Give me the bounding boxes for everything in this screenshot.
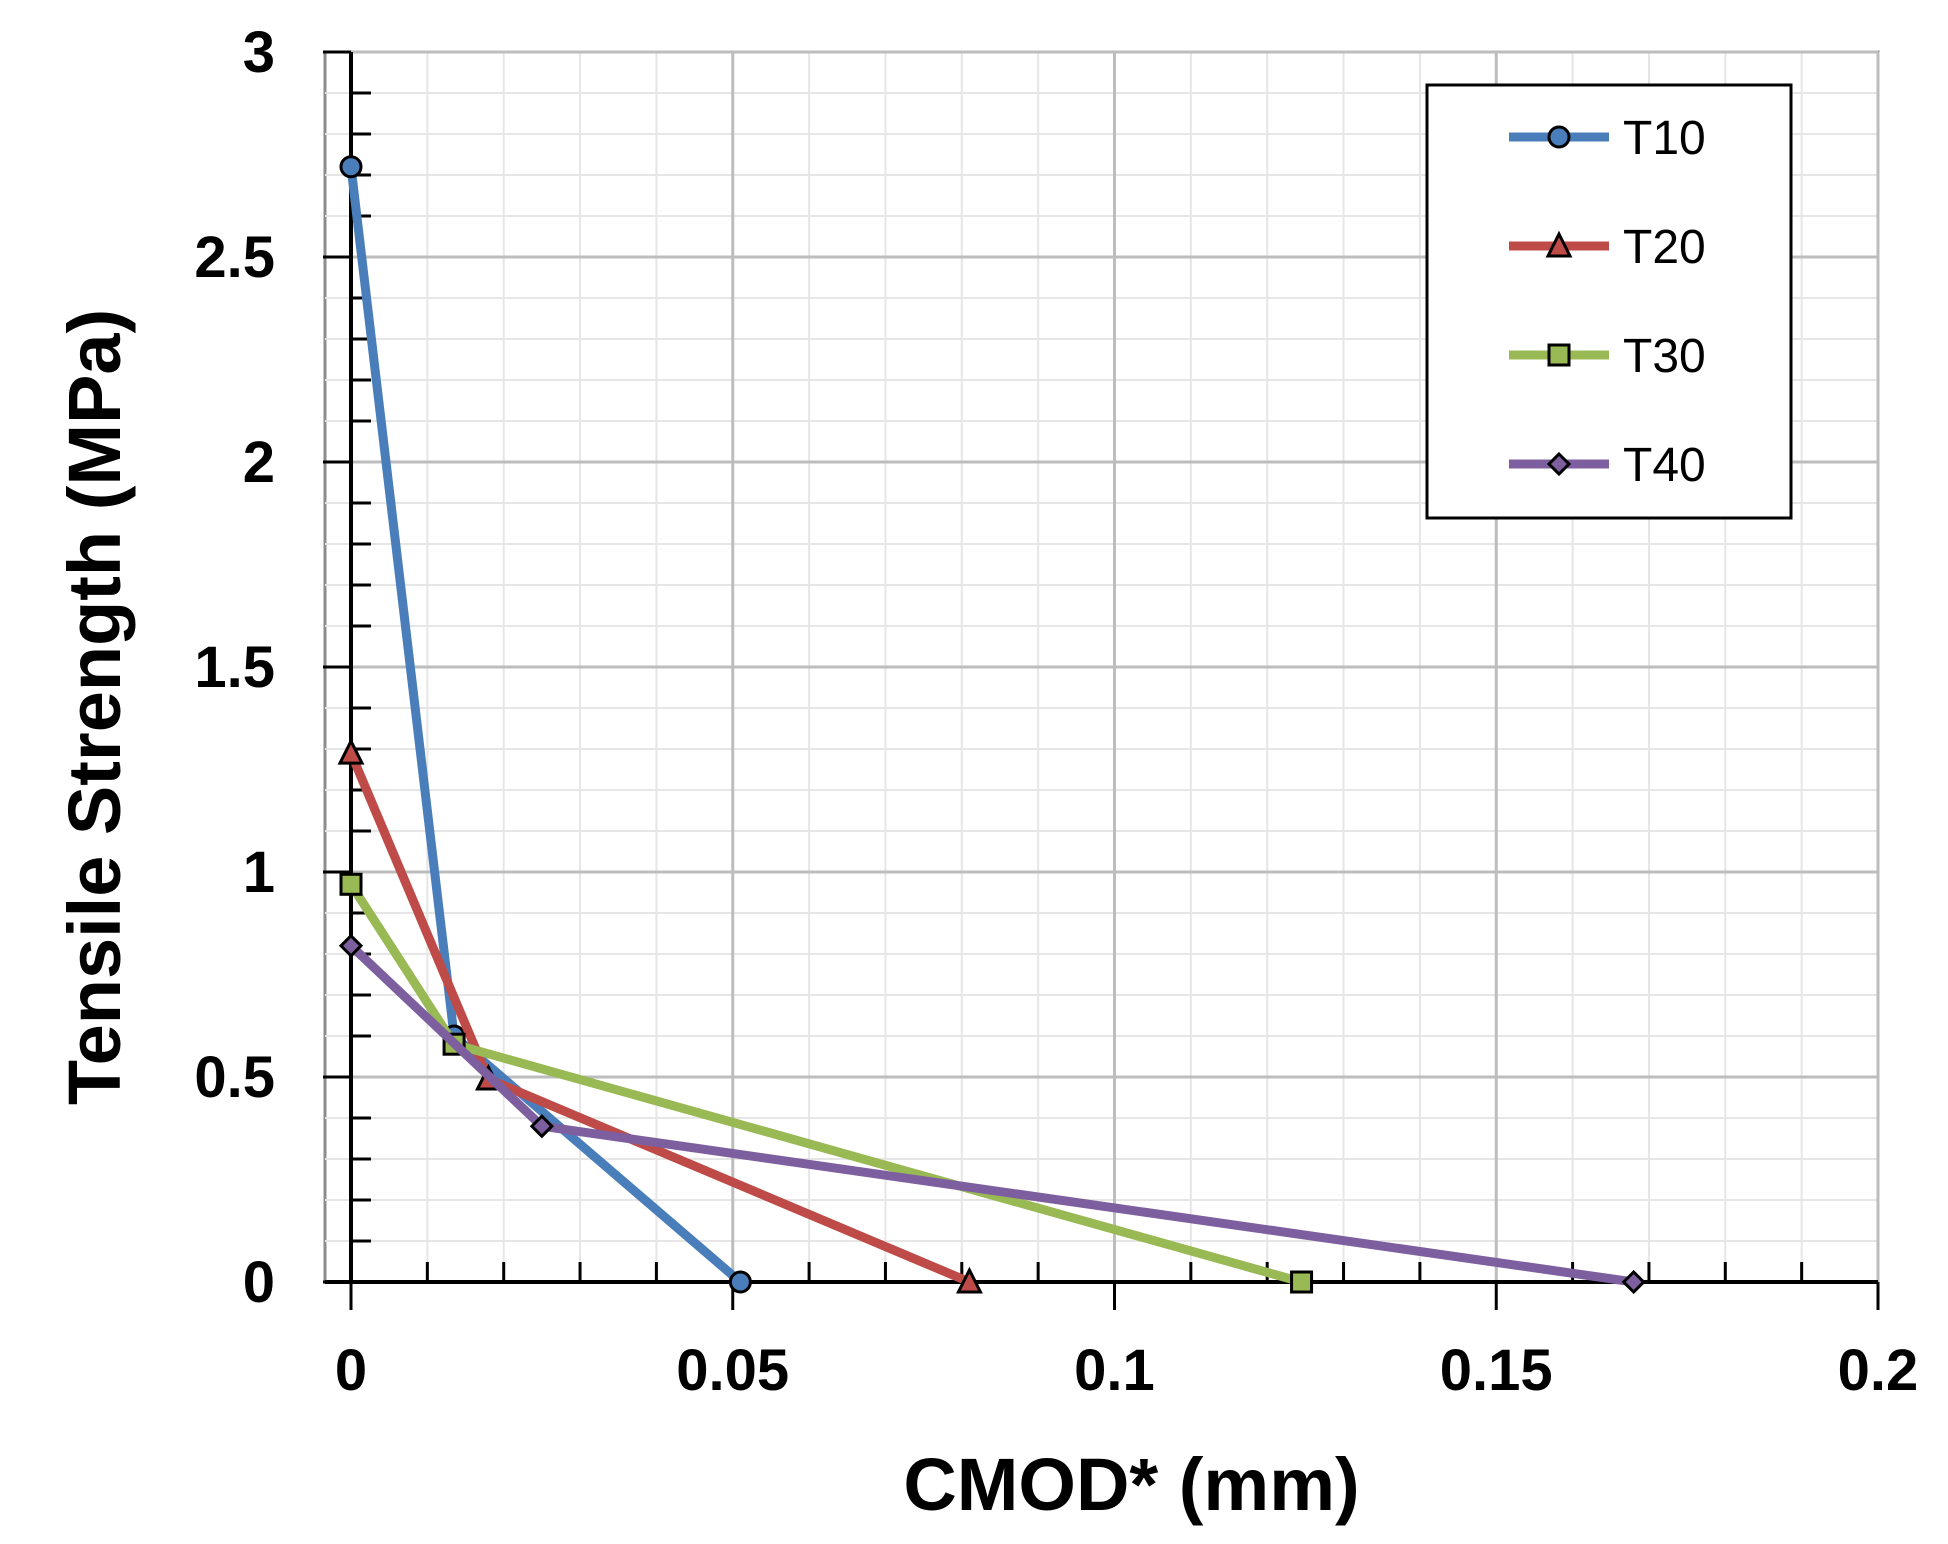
data-point [339,872,363,896]
legend-item-t10: T10 [1509,112,1706,165]
legend-label: T20 [1623,221,1706,274]
legend-item-t20: T20 [1509,221,1706,274]
y-tick-label: 0 [243,1250,275,1315]
x-tick-label: 0.05 [676,1338,789,1403]
data-point [339,155,363,179]
y-tick-label: 3 [243,20,275,85]
legend-label: T10 [1623,112,1706,165]
legend: T10 T20 T30 T40 [1425,83,1793,520]
data-point [728,1270,752,1294]
legend-marker [1545,230,1573,258]
data-point [337,737,365,765]
y-tick-label: 2 [243,430,275,495]
legend-label: T30 [1623,330,1706,383]
tick-labels: 0 0.5 1 1.5 2 2.5 3 0 0.05 0.1 0.15 0.2 [194,20,1918,1403]
legend-marker [1547,125,1571,149]
series-lines [337,155,1646,1295]
series-t40 [338,933,1646,1295]
legend-box [1425,83,1793,520]
data-point [1290,1270,1314,1294]
data-point [956,1266,983,1294]
y-axis-title: Tensile Strength (MPa) [53,309,136,1105]
x-tick-label: 0.15 [1440,1338,1553,1403]
legend-item-t30: T30 [1509,330,1706,383]
x-axis-title: CMOD* (mm) [903,1443,1359,1526]
y-tick-label: 1.5 [194,635,275,700]
y-tick-label: 2.5 [194,225,275,290]
data-point [1621,1269,1646,1295]
legend-marker [1547,343,1571,367]
legend-label: T40 [1623,439,1706,492]
x-tick-label: 0.2 [1838,1338,1919,1403]
y-tick-label: 1 [243,840,275,905]
legend-item-t40: T40 [1509,439,1706,492]
data-point [529,1114,554,1139]
data-point [338,933,364,958]
x-tick-label: 0 [335,1338,367,1403]
x-tick-label: 0.1 [1074,1338,1155,1403]
y-tick-label: 0.5 [194,1045,275,1110]
legend-marker [1546,451,1572,477]
